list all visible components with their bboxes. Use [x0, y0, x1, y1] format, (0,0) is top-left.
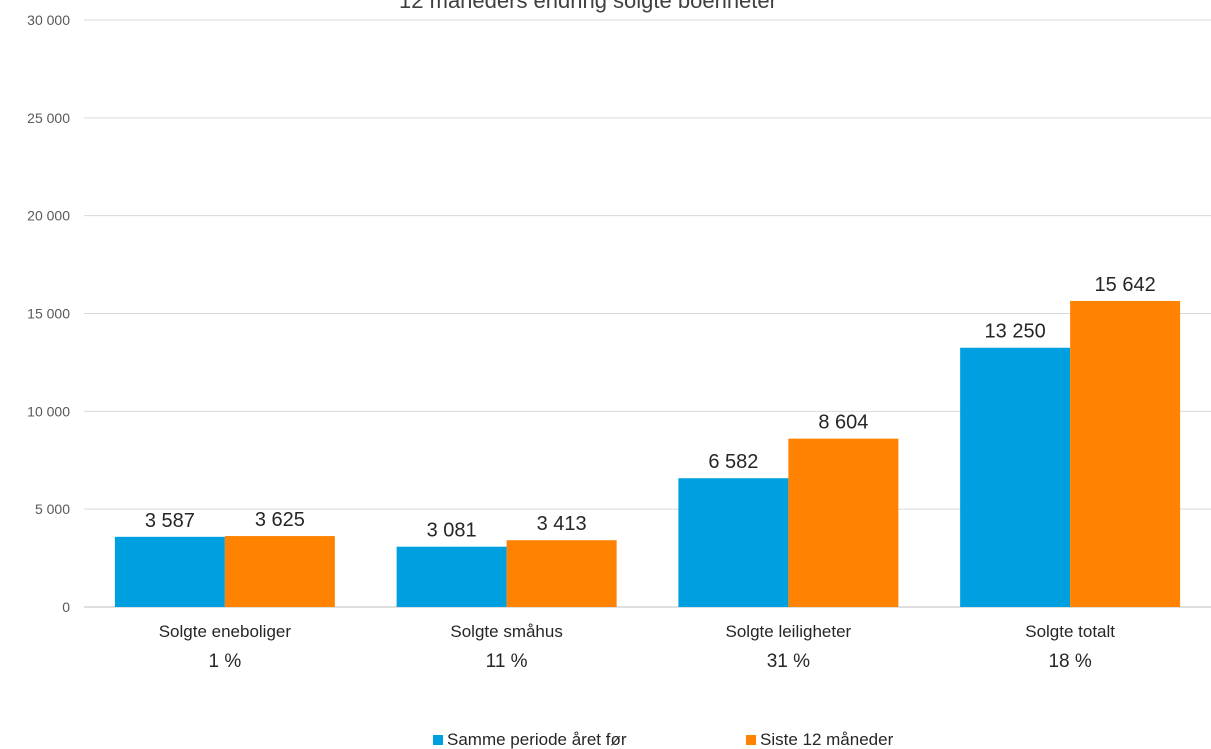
- legend-swatch: [746, 735, 756, 745]
- data-label: 8 604: [818, 412, 868, 434]
- y-tick-label: 15 000: [27, 306, 70, 322]
- category-label: Solgte leiligheter: [726, 622, 852, 641]
- bar-siste-12-0: [224, 536, 335, 607]
- category-labels: Solgte eneboliger 1 % Solgte småhus 11 % Sol…: [159, 622, 1116, 672]
- category-label: Solgte småhus: [450, 622, 562, 641]
- y-tick-label: 25 000: [27, 110, 70, 126]
- y-tick-label: 5 000: [35, 501, 70, 517]
- bar-siste-12-3: [1070, 300, 1181, 607]
- change-label: 1 %: [209, 651, 242, 672]
- bars: [114, 300, 1181, 607]
- y-tick-label: 0: [62, 599, 70, 615]
- bar-siste-12-1: [506, 540, 617, 607]
- y-axis-tick-labels: 0 5 000 10 000 15 000 20 000 25 000 30 000: [27, 12, 70, 615]
- legend-entry: Siste 12 måneder: [760, 730, 894, 749]
- data-label: 3 081: [427, 520, 477, 542]
- bar-samme-periode-2: [678, 478, 789, 607]
- y-tick-label: 30 000: [27, 12, 70, 28]
- data-label: 15 642: [1095, 274, 1156, 296]
- data-labels: 3 587 3 625 3 081 3 413 6 582 8 604 13 250 15 6…: [145, 274, 1156, 542]
- change-label: 31 %: [767, 651, 810, 672]
- data-label: 6 582: [708, 451, 758, 473]
- gridlines: [84, 19, 1211, 608]
- data-label: 3 625: [255, 509, 305, 531]
- chart-title: 12 måneders endring solgte boenheter: [399, 0, 777, 13]
- change-label: 18 %: [1048, 651, 1091, 672]
- data-label: 3 413: [537, 513, 587, 535]
- legend: Samme periode året før Siste 12 måneder: [433, 730, 894, 749]
- legend-entry: Samme periode året før: [447, 730, 627, 749]
- data-label: 13 250: [985, 321, 1046, 343]
- y-tick-label: 20 000: [27, 208, 70, 224]
- legend-swatch: [433, 735, 443, 745]
- data-label: 3 587: [145, 510, 195, 532]
- bar-siste-12-2: [788, 438, 899, 607]
- category-label: Solgte eneboliger: [159, 622, 292, 641]
- bar-samme-periode-3: [960, 347, 1071, 607]
- y-tick-label: 10 000: [27, 403, 70, 419]
- category-label: Solgte totalt: [1025, 622, 1115, 641]
- bar-samme-periode-0: [114, 536, 225, 607]
- bar-samme-periode-1: [396, 546, 507, 607]
- change-label: 11 %: [486, 651, 528, 672]
